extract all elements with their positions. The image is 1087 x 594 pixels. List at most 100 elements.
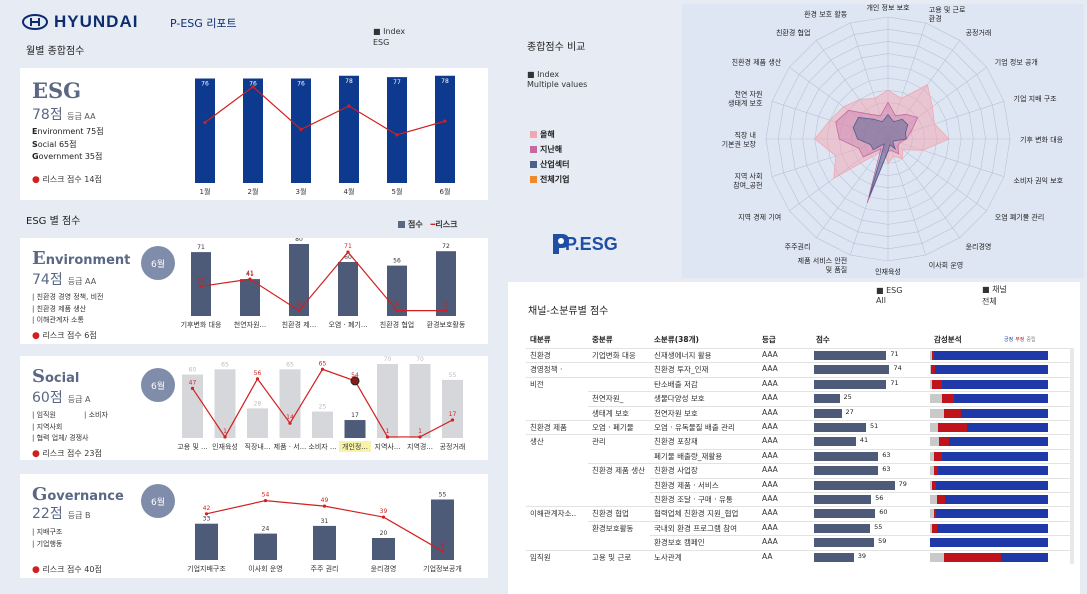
score-bar (254, 533, 277, 560)
risk-point (199, 284, 203, 288)
table-row[interactable]: 친환경 기업변화 대응 신재생에너지 활용 AAA 71 (526, 348, 1074, 362)
radar-axis-label: 기업 정보 공개 (995, 57, 1038, 66)
sentiment-legend-item: 긍정 (1004, 337, 1014, 343)
cell-grade: AAA (762, 407, 778, 417)
score-bar (240, 279, 260, 316)
table-row[interactable]: 이해관계자소.. 친환경 협업 협력업체 친환경 지원_협업 AAA 60 (526, 506, 1074, 520)
radar-axis-label: 친환경 제품 생산 (732, 57, 782, 66)
x-tick-label: 고용 및 ... (177, 443, 207, 451)
column-header[interactable]: 소분류(38개) (654, 335, 699, 344)
compare-legend-item[interactable]: 지난해 (530, 142, 569, 157)
bar-value-label: 76 (201, 81, 209, 88)
channel-ch-filter-label[interactable]: ■ 채널 (982, 285, 1007, 294)
soc-item: | 임직원 (32, 411, 56, 419)
cell-big: 비전 (530, 379, 544, 389)
row-divider (526, 434, 1074, 436)
compare-index-value[interactable]: Multiple values (527, 80, 588, 89)
column-header[interactable]: 감성분석 (934, 335, 962, 344)
esg-line-g: Government 35점 (32, 152, 103, 161)
table-row[interactable]: 친환경 조달 · 구매 · 유통 AAA 56 (526, 492, 1074, 506)
score-bar (814, 480, 895, 490)
table-row[interactable]: 임직원 고용 및 근로 노사관계 AA 39 (526, 549, 1074, 564)
index-filter-value[interactable]: ESG (373, 38, 390, 47)
table-row[interactable]: 환경보호 캠페인 AAA 59 (526, 535, 1074, 549)
score-bar (182, 374, 203, 438)
sentiment-segment-neutral (935, 509, 1048, 519)
sentiment-segment-negative (932, 480, 936, 490)
channel-esg-filter-value[interactable]: All (876, 296, 886, 305)
table-row[interactable]: 비전 탄소배출 저감 AAA 71 (526, 376, 1074, 391)
column-header[interactable]: 등급 (762, 335, 776, 344)
soc-grade: 등급 A (67, 395, 91, 404)
sentiment-segment-neutral (1000, 552, 1048, 562)
soc-item: | 지역사회 (32, 422, 63, 431)
legend-label: 올해 (540, 130, 555, 139)
compare-legend-item[interactable]: 전체기업 (530, 172, 569, 187)
score-value: 79 (898, 479, 907, 488)
column-header[interactable]: 점수 (816, 335, 830, 344)
channel-ch-filter-value[interactable]: 전체 (982, 297, 997, 306)
soc-item: | 소비자 (84, 411, 108, 419)
sentiment-segment-negative (932, 379, 942, 389)
soc-month-badge[interactable]: 6월 (141, 368, 175, 402)
x-tick-label: 3월 (296, 187, 307, 196)
sentiment-segment-positive (930, 495, 938, 504)
table-row[interactable]: 친환경 제품 생산 친환경 사업장 AAA 63 (526, 463, 1074, 477)
table-row[interactable]: 환경보호활동 국내외 환경 프로그램 참여 AAA 55 (526, 520, 1074, 535)
risk-point (263, 499, 268, 503)
bar-value-label: 65 (286, 361, 294, 368)
cell-small: 국내외 환경 프로그램 참여 (654, 523, 738, 533)
table-row[interactable]: 생산 관리 친환경 포장재 AAA 41 (526, 434, 1074, 448)
compare-legend-item[interactable]: 산업섹터 (530, 157, 569, 172)
row-divider (650, 535, 1074, 537)
gov-month-badge[interactable]: 6월 (141, 484, 175, 518)
report-title: P-ESG 리포트 (170, 17, 237, 30)
table-scrollbar[interactable] (1070, 348, 1074, 564)
score-value: 71 (890, 378, 899, 387)
cell-grade: AA (762, 551, 773, 561)
column-header[interactable]: 대분류 (530, 335, 551, 344)
x-tick-label: 주주 권리 (311, 564, 339, 573)
sentiment-segment-neutral (948, 437, 1048, 447)
radar-axis-label: 친환경 협업 (776, 28, 810, 37)
table-row[interactable]: 폐기물 배출량_재활용 AAA 63 (526, 448, 1074, 463)
legend-label: 산업섹터 (540, 160, 570, 169)
sentiment-segment-neutral (938, 466, 1048, 476)
table-row[interactable]: 경영정책 · 친환경 투자_인재 AAA 74 (526, 362, 1074, 376)
channel-esg-filter-label[interactable]: ■ ESG (876, 286, 903, 295)
score-value: 56 (875, 494, 884, 502)
cell-small: 친환경 포장재 (654, 437, 698, 447)
environment-chart: 71 기후변화 대응 41 천연자원... 80 친환경 제... 60 오염 · 폐기...… (181, 238, 466, 329)
bar-value-label: 60 (344, 254, 352, 261)
sentiment-segment-positive (930, 451, 934, 461)
cell-mid: 환경보호활동 (592, 523, 634, 533)
score-value: 51 (870, 422, 879, 430)
radar-panel: 개인 정보 보호 고용 및 근로 환경 공정거래 기업 정보 공개 기업 지배 구조 기후 … (682, 4, 1084, 278)
table-row[interactable]: 생태계 보호 천연자원 보호 AAA 27 (526, 405, 1074, 420)
cell-grade: AAA (762, 508, 778, 518)
index-filter-label[interactable]: ■ Index (373, 27, 406, 36)
env-month-badge[interactable]: 6월 (141, 246, 175, 280)
legend-label: 지난해 (540, 145, 563, 154)
legend-swatch-icon (530, 146, 537, 153)
cell-small: 노사관계 (654, 552, 682, 562)
sentiment-segment-neutral (953, 394, 1048, 404)
bar-value-label: 70 (416, 356, 424, 363)
table-row[interactable]: 친환경 제품 · 서비스 AAA 79 (526, 477, 1074, 492)
compare-index-label[interactable]: ■ Index (527, 70, 560, 79)
cell-small: 폐기물 배출량_재활용 (654, 451, 723, 461)
x-tick-label: 2월 (248, 187, 259, 196)
table-row[interactable]: 천연자원_ 생물다양성 보호 AAA 25 (526, 391, 1074, 405)
bar-value-label: 76 (249, 81, 257, 88)
score-bar (338, 262, 358, 316)
table-row[interactable]: 친환경 제품 오염 · 폐기물 오염 · 유독물질 배출 관리 AAA 51 (526, 420, 1074, 434)
x-tick-label: 개인정... (342, 442, 368, 451)
gov-grade: 등급 B (67, 511, 91, 520)
compare-legend-item[interactable]: 올해 (530, 127, 569, 142)
env-risk: ● 리스크 점수 6점 (32, 330, 97, 341)
env-item: | 친환경 제품 생산 (32, 304, 87, 313)
esg-breakdown: Environment 75점 Social 65점 Government 35… (32, 126, 104, 164)
bar-value-label: 80 (295, 238, 303, 243)
column-header[interactable]: 중분류 (592, 335, 613, 344)
sentiment-segment-negative (931, 365, 935, 375)
